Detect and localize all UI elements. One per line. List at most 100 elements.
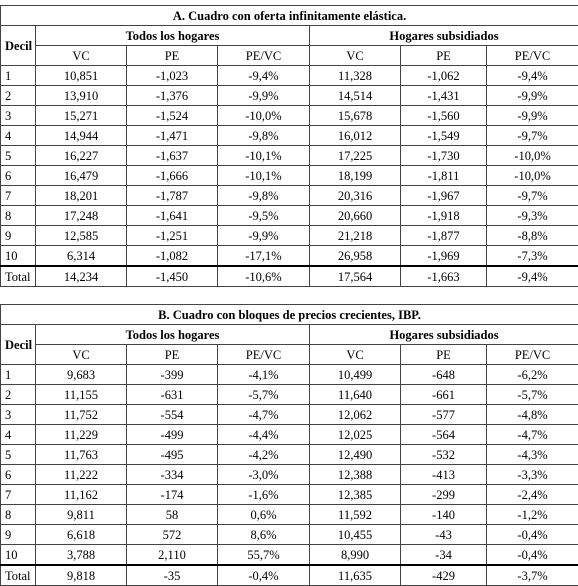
value-cell: -1,6% (218, 485, 310, 505)
panel-title-row: B. Cuadro con bloques de precios crecien… (1, 305, 578, 325)
value-cell: -9,8% (218, 186, 310, 206)
value-cell: -413 (401, 465, 487, 485)
value-cell: 10,455 (310, 525, 401, 545)
decil-cell: 10 (1, 246, 36, 267)
column-header: PE/VC (218, 46, 310, 66)
value-cell: -1,471 (127, 126, 218, 146)
value-cell: -564 (401, 425, 487, 445)
column-header: PE/VC (218, 345, 310, 365)
value-cell: 9,811 (36, 505, 127, 525)
value-cell: 12,062 (310, 405, 401, 425)
value-cell: -1,524 (127, 106, 218, 126)
group-header-all-households: Todos los hogares (36, 26, 310, 46)
value-cell: -9,9% (487, 106, 578, 126)
value-cell: -1,811 (401, 166, 487, 186)
total-value-cell: -3,7% (487, 565, 578, 586)
panel-title-row: A. Cuadro con oferta infinitamente elást… (1, 6, 578, 26)
value-cell: 12,388 (310, 465, 401, 485)
value-cell: 17,225 (310, 146, 401, 166)
value-cell: 18,201 (36, 186, 127, 206)
value-cell: 20,660 (310, 206, 401, 226)
value-cell: 11,328 (310, 66, 401, 86)
value-cell: 16,227 (36, 146, 127, 166)
decil-cell: 7 (1, 485, 36, 505)
value-cell: 0,6% (218, 505, 310, 525)
panel-title: A. Cuadro con oferta infinitamente elást… (1, 6, 578, 26)
decil-cell: 8 (1, 505, 36, 525)
value-cell: 13,910 (36, 86, 127, 106)
value-cell: 55,7% (218, 545, 310, 566)
value-cell: -9,8% (218, 126, 310, 146)
value-cell: 11,162 (36, 485, 127, 505)
value-cell: 12,385 (310, 485, 401, 505)
value-cell: 2,110 (127, 545, 218, 566)
value-cell: -648 (401, 365, 487, 385)
value-cell: -4,2% (218, 445, 310, 465)
value-cell: -5,7% (487, 385, 578, 405)
decil-cell: 4 (1, 126, 36, 146)
value-cell: -1,918 (401, 206, 487, 226)
value-cell: -8,8% (487, 226, 578, 246)
column-header: VC (310, 345, 401, 365)
value-cell: -3,3% (487, 465, 578, 485)
decil-cell: 6 (1, 465, 36, 485)
value-cell: -9,5% (218, 206, 310, 226)
decil-cell: 2 (1, 385, 36, 405)
decil-cell: 1 (1, 365, 36, 385)
value-cell: -1,549 (401, 126, 487, 146)
value-cell: -1,062 (401, 66, 487, 86)
value-cell: -0,4% (487, 545, 578, 566)
value-cell: 10,851 (36, 66, 127, 86)
total-value-cell: 11,635 (310, 565, 401, 586)
value-cell: -1,2% (487, 505, 578, 525)
decil-header: Decil (1, 26, 36, 66)
value-cell: -1,666 (127, 166, 218, 186)
value-cell: 6,618 (36, 525, 127, 545)
group-header-all-households: Todos los hogares (36, 325, 310, 345)
value-cell: 15,678 (310, 106, 401, 126)
value-cell: -1,787 (127, 186, 218, 206)
value-cell: -34 (401, 545, 487, 566)
value-cell: -399 (127, 365, 218, 385)
value-cell: -9,9% (218, 86, 310, 106)
value-cell: -299 (401, 485, 487, 505)
value-cell: -4,3% (487, 445, 578, 465)
value-cell: -4,7% (218, 405, 310, 425)
value-cell: 12,025 (310, 425, 401, 445)
value-cell: -1,730 (401, 146, 487, 166)
value-cell: -9,9% (487, 86, 578, 106)
value-cell: -4,7% (487, 425, 578, 445)
value-cell: -1,082 (127, 246, 218, 267)
decil-cell: 6 (1, 166, 36, 186)
column-header: VC (36, 345, 127, 365)
total-value-cell: 14,234 (36, 266, 127, 287)
value-cell: -554 (127, 405, 218, 425)
value-cell: -1,877 (401, 226, 487, 246)
value-cell: -10,0% (487, 166, 578, 186)
panel-a-table: A. Cuadro con oferta infinitamente elást… (0, 5, 578, 287)
value-cell: 8,6% (218, 525, 310, 545)
decil-cell: 10 (1, 545, 36, 566)
value-cell: 3,788 (36, 545, 127, 566)
value-cell: -532 (401, 445, 487, 465)
decil-cell: 9 (1, 525, 36, 545)
value-cell: -495 (127, 445, 218, 465)
value-cell: 16,012 (310, 126, 401, 146)
value-cell: 11,752 (36, 405, 127, 425)
value-cell: -7,3% (487, 246, 578, 267)
column-header: PE/VC (487, 345, 578, 365)
column-header: PE (401, 46, 487, 66)
decil-cell: 5 (1, 445, 36, 465)
value-cell: 572 (127, 525, 218, 545)
value-cell: -577 (401, 405, 487, 425)
